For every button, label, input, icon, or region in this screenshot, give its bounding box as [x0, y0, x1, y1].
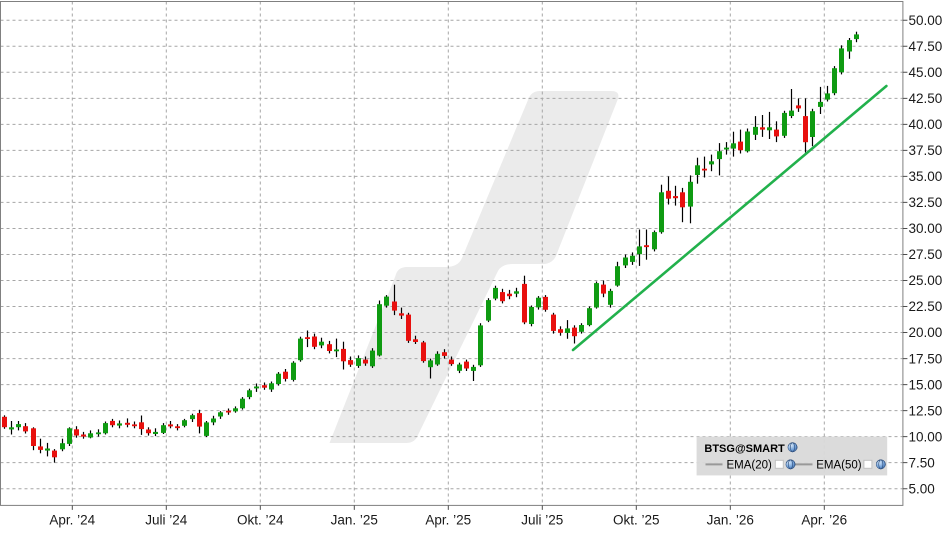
svg-text:50.00: 50.00 — [909, 13, 943, 28]
svg-text:32.50: 32.50 — [909, 195, 943, 210]
svg-text:35.00: 35.00 — [909, 169, 943, 184]
svg-text:Juli ’25: Juli ’25 — [521, 513, 563, 528]
svg-text:42.50: 42.50 — [909, 91, 943, 106]
svg-text:Apr. ’25: Apr. ’25 — [425, 513, 471, 528]
svg-text:Jan. ’25: Jan. ’25 — [331, 513, 378, 528]
svg-text:Juli ’24: Juli ’24 — [145, 513, 188, 528]
svg-text:17.50: 17.50 — [909, 351, 943, 366]
svg-text:BTSG@SMART: BTSG@SMART — [704, 443, 785, 455]
svg-text:12.50: 12.50 — [909, 403, 943, 418]
svg-text:Apr. ’24: Apr. ’24 — [49, 513, 95, 528]
svg-text:Okt. ’24: Okt. ’24 — [237, 513, 284, 528]
svg-text:EMA(20): EMA(20) — [727, 460, 773, 472]
svg-text:Jan. ’26: Jan. ’26 — [707, 513, 754, 528]
svg-text:10.00: 10.00 — [909, 429, 943, 444]
svg-text:Apr. ’26: Apr. ’26 — [801, 513, 847, 528]
svg-text:40.00: 40.00 — [909, 117, 943, 132]
svg-text:30.00: 30.00 — [909, 221, 943, 236]
svg-text:15.00: 15.00 — [909, 377, 943, 392]
svg-text:25.00: 25.00 — [909, 273, 943, 288]
svg-text:5.00: 5.00 — [909, 481, 935, 496]
svg-text:37.50: 37.50 — [909, 143, 943, 158]
svg-text:27.50: 27.50 — [909, 247, 943, 262]
svg-text:EMA(50): EMA(50) — [816, 460, 862, 472]
svg-text:45.00: 45.00 — [909, 65, 943, 80]
svg-text:47.50: 47.50 — [909, 39, 943, 54]
svg-text:20.00: 20.00 — [909, 325, 943, 340]
svg-text:Okt. ’25: Okt. ’25 — [613, 513, 660, 528]
svg-text:7.50: 7.50 — [909, 455, 935, 470]
svg-text:22.50: 22.50 — [909, 299, 943, 314]
